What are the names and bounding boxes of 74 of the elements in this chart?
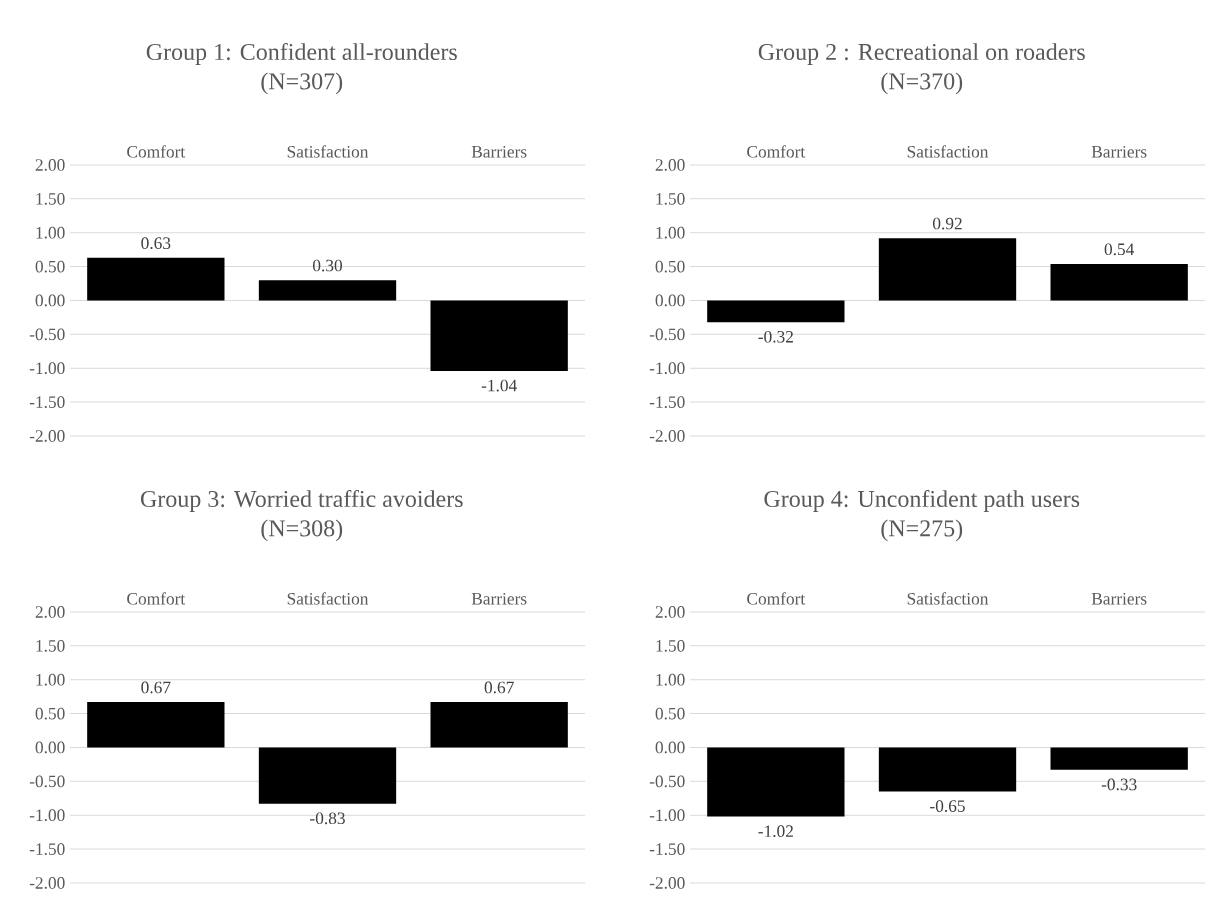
x-tick-label: Comfort	[127, 145, 186, 158]
x-tick-label: Comfort	[127, 592, 186, 605]
x-tick-label: Comfort	[747, 145, 806, 158]
data-label: -0.65	[930, 800, 965, 813]
chart-title: Group 1: Confident all-rounders	[146, 42, 457, 65]
y-tick-label: 0.50	[35, 260, 65, 273]
chart-subtitle: (N=307)	[261, 72, 343, 95]
x-tick-label: Barriers	[1091, 145, 1147, 158]
y-tick-label: 1.00	[36, 226, 65, 239]
y-tick-label: 0.00	[35, 741, 65, 754]
x-tick-label: Satisfaction	[287, 592, 369, 605]
data-label: 0.67	[141, 681, 171, 694]
y-tick-label: 0.50	[35, 707, 65, 720]
y-tick-label: 1.50	[36, 639, 65, 652]
data-label: -0.33	[1101, 778, 1137, 791]
y-tick-label: -2.00	[649, 877, 685, 889]
y-tick-label: 0.50	[655, 260, 685, 273]
y-tick-label: 1.50	[36, 192, 65, 205]
chart-title: Group 2 : Recreational on roaders	[758, 43, 1085, 65]
data-label: -0.83	[310, 812, 345, 825]
chart-subtitle: (N=275)	[881, 519, 963, 542]
x-tick-label: Satisfaction	[287, 145, 369, 158]
y-tick-label: -0.50	[29, 328, 65, 341]
x-tick-label: Satisfaction	[907, 592, 989, 605]
y-tick-label: -2.00	[29, 430, 65, 442]
y-tick-label: 1.00	[656, 673, 685, 686]
data-label: -1.02	[758, 825, 793, 838]
y-tick-label: -1.50	[29, 843, 65, 855]
y-tick-label: -1.00	[649, 362, 685, 375]
y-tick-label: -1.00	[29, 362, 65, 375]
data-label: 0.30	[313, 259, 343, 272]
x-tick-label: Barriers	[471, 592, 527, 605]
data-label: 0.92	[933, 217, 962, 230]
chart-title: Group 3: Worried traffic avoiders	[140, 489, 463, 512]
data-label: -0.32	[758, 330, 793, 343]
y-tick-label: -1.00	[649, 809, 685, 822]
bar	[258, 280, 397, 301]
bar	[430, 300, 568, 371]
y-tick-label: 0.00	[35, 294, 65, 307]
data-label: 0.67	[484, 681, 514, 694]
y-tick-label: -1.50	[649, 396, 685, 408]
y-tick-label: -0.50	[29, 775, 65, 788]
y-tick-label: -0.50	[649, 328, 685, 341]
y-tick-label: -1.50	[29, 396, 65, 408]
y-tick-label: 2.00	[655, 606, 685, 618]
y-tick-label: -2.00	[29, 877, 65, 889]
y-tick-label: -1.00	[29, 809, 65, 822]
data-label: 0.54	[1104, 243, 1135, 256]
data-label: -1.04	[481, 379, 517, 392]
y-tick-label: -0.50	[649, 775, 685, 788]
y-tick-label: 2.00	[35, 159, 65, 171]
y-tick-label: 0.50	[655, 707, 685, 720]
bar	[878, 238, 1017, 301]
x-tick-label: Barriers	[471, 145, 527, 158]
data-label: 0.63	[141, 237, 171, 250]
y-tick-label: 1.00	[656, 226, 685, 239]
y-tick-label: 2.00	[655, 159, 685, 171]
y-tick-label: 2.00	[35, 606, 65, 618]
chart-subtitle: (N=370)	[881, 72, 963, 95]
y-tick-label: 0.00	[655, 741, 685, 754]
bar	[87, 257, 225, 301]
x-tick-label: Comfort	[747, 592, 806, 605]
x-tick-label: Barriers	[1091, 592, 1147, 605]
y-tick-label: 0.00	[655, 294, 685, 307]
bar	[707, 300, 845, 323]
bar	[1050, 263, 1188, 301]
y-tick-label: -1.50	[649, 843, 685, 855]
chart-subtitle: (N=308)	[261, 519, 343, 542]
y-tick-label: 1.50	[656, 192, 685, 205]
y-tick-label: 1.50	[656, 639, 685, 652]
y-tick-label: -2.00	[649, 430, 685, 442]
x-tick-label: Satisfaction	[907, 145, 989, 158]
chart-title: Group 4: Unconfident path users	[764, 489, 1080, 512]
y-tick-label: 1.00	[36, 673, 65, 686]
